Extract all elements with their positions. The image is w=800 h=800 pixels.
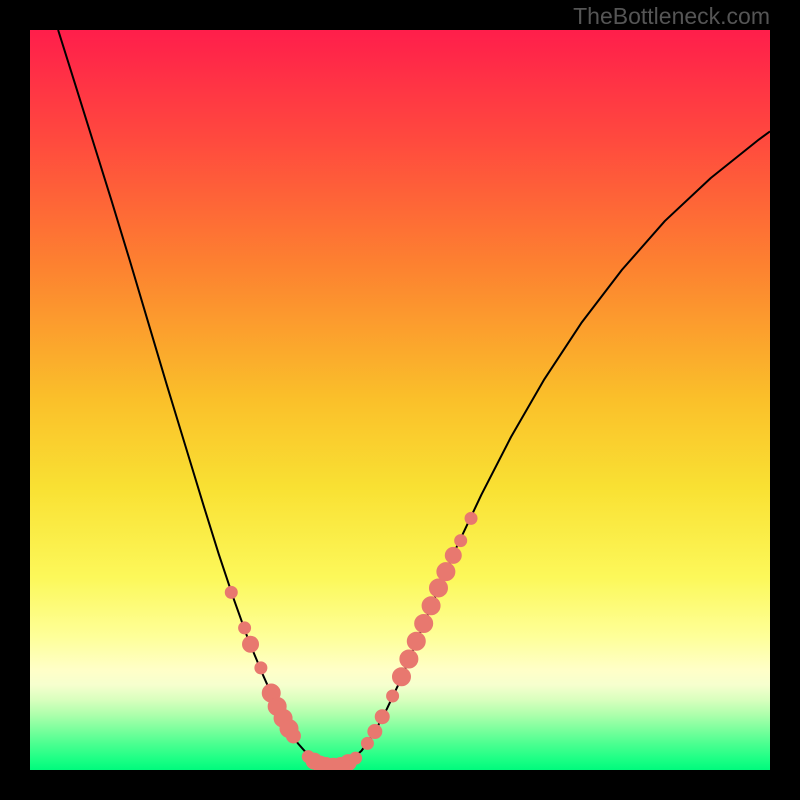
- data-marker: [225, 586, 237, 598]
- data-marker: [255, 662, 267, 674]
- data-marker: [422, 597, 440, 615]
- watermark-text: TheBottleneck.com: [573, 3, 770, 30]
- data-marker: [455, 535, 467, 547]
- data-marker: [437, 563, 455, 581]
- data-marker: [286, 729, 300, 743]
- chart-stage: TheBottleneck.com: [0, 0, 800, 800]
- data-marker: [465, 512, 477, 524]
- data-marker: [400, 650, 418, 668]
- data-marker: [375, 710, 389, 724]
- data-marker: [429, 579, 447, 597]
- data-marker: [243, 636, 259, 652]
- data-marker: [239, 622, 251, 634]
- data-marker: [415, 614, 433, 632]
- bottleneck-chart: [30, 30, 770, 770]
- data-marker: [445, 547, 461, 563]
- data-marker: [407, 632, 425, 650]
- data-marker: [387, 690, 399, 702]
- data-marker: [368, 725, 382, 739]
- data-marker: [392, 668, 410, 686]
- data-marker: [361, 737, 373, 749]
- data-marker: [350, 752, 362, 764]
